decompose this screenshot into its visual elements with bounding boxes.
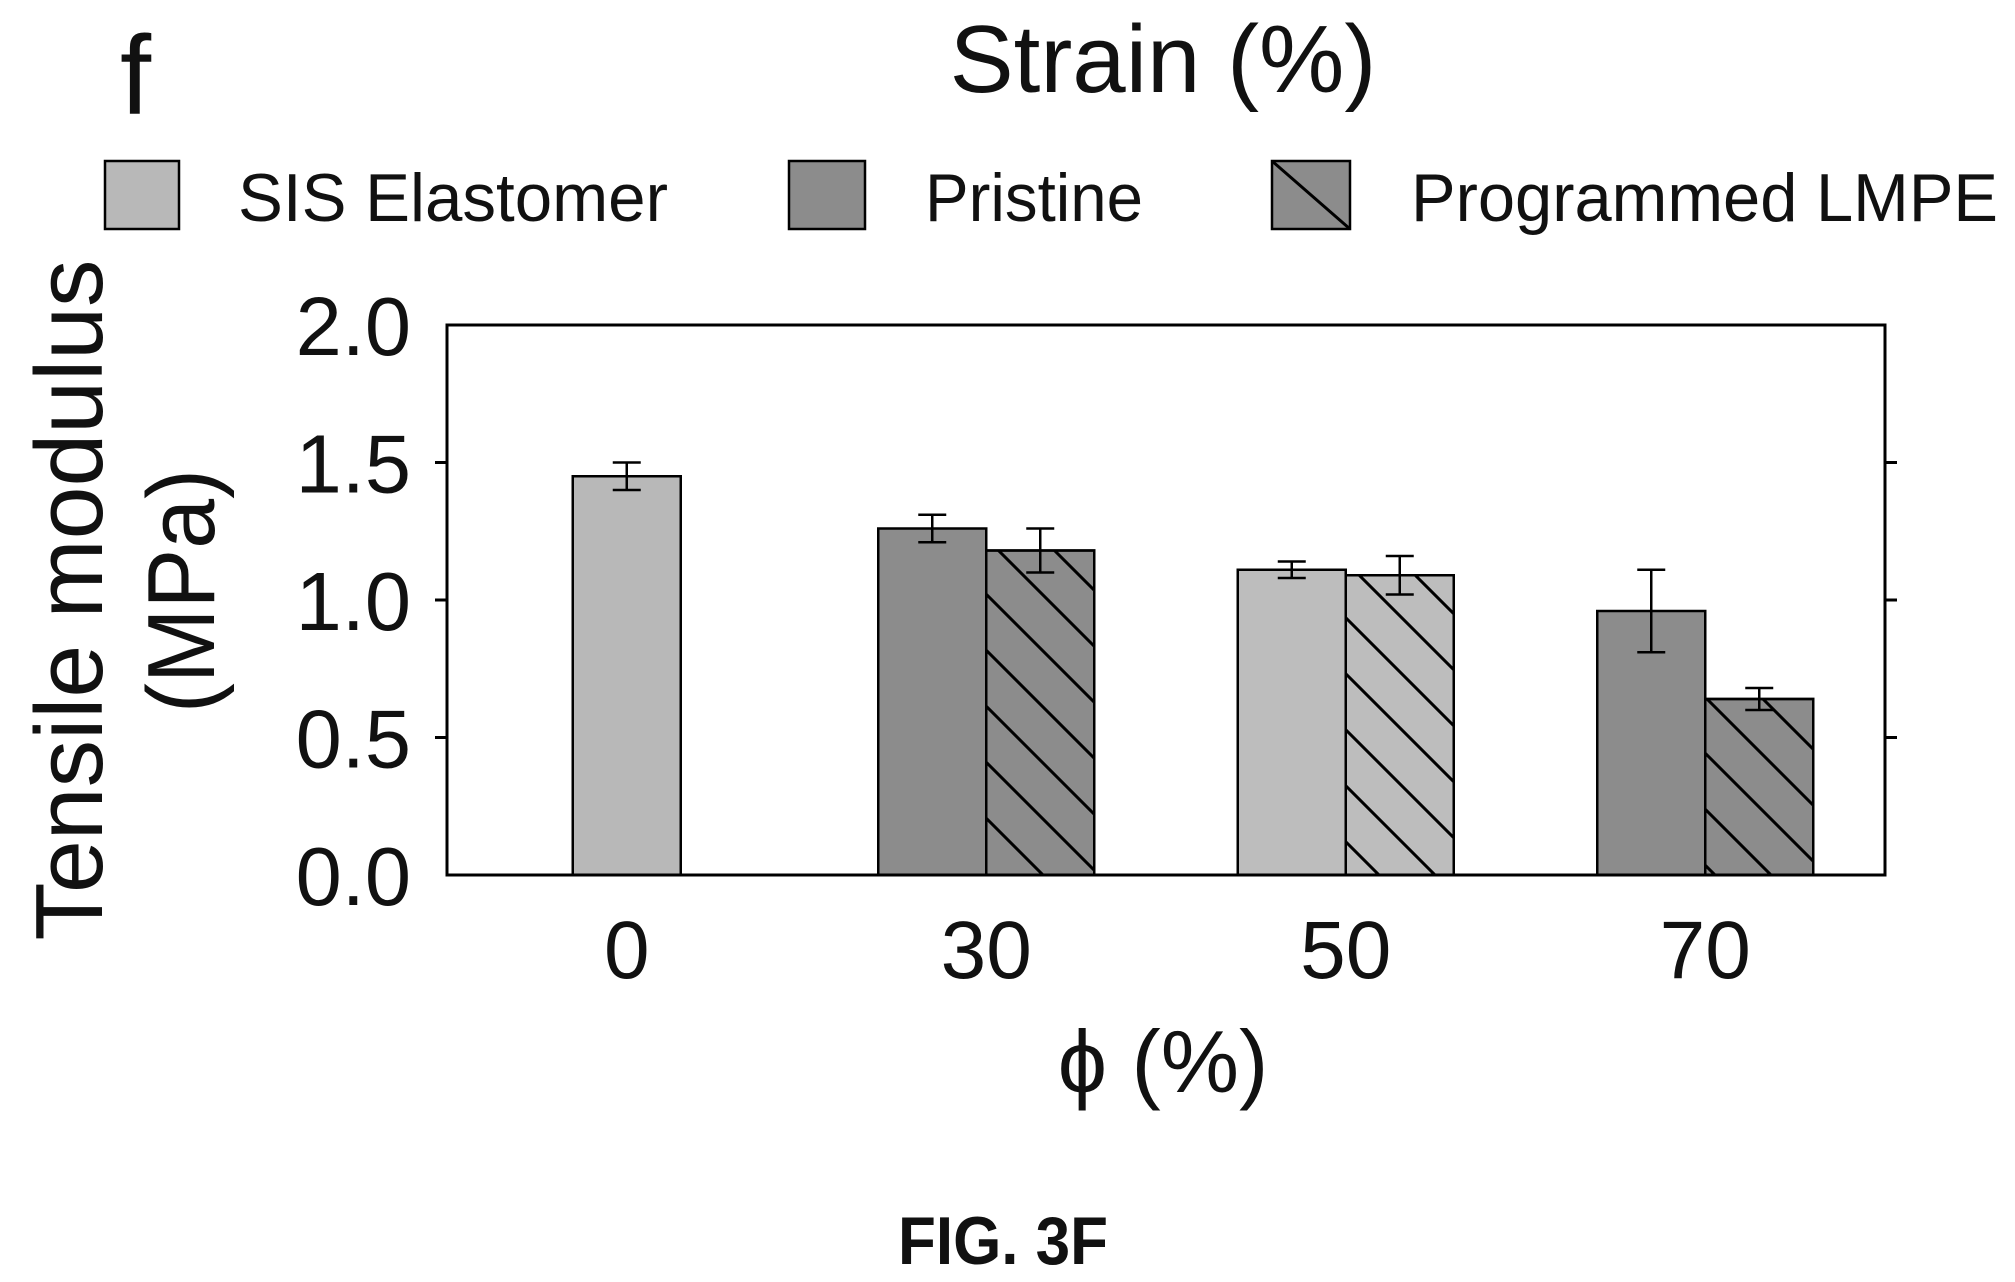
error-bar-pristine-70	[1637, 568, 1666, 654]
bar-programmed-lmpe-50-hatch	[1344, 574, 1455, 877]
error-bar-programmed-lmpe-30	[1026, 527, 1055, 574]
error-bar-programmed-lmpe-50	[1385, 554, 1414, 596]
x-axis-ticks: 0 30 50 70	[604, 905, 1751, 996]
panel-label: f	[120, 13, 152, 138]
error-bar-programmed-lmpe-70	[1745, 686, 1774, 712]
legend-hatch-line	[1271, 159, 1351, 231]
legend-label-programmed-lmpe: Programmed LMPE	[1411, 160, 1998, 236]
bar-programmed-lmpe-70-hatch	[1704, 697, 1815, 877]
x-tick-label-30: 30	[941, 905, 1032, 996]
x-tick-label-50: 50	[1300, 905, 1391, 996]
y-tick-label-2-0: 2.0	[296, 280, 411, 373]
legend-swatch-pristine	[787, 159, 867, 231]
chart-title: Strain (%)	[950, 6, 1377, 113]
legend-label-sis-elastomer: SIS Elastomer	[238, 160, 668, 236]
y-tick-label-1-5: 1.5	[296, 418, 411, 511]
y-tick-label-1-0: 1.0	[296, 555, 411, 648]
legend-swatch-sis-elastomer	[103, 159, 181, 231]
bar-pristine-50	[1236, 568, 1347, 877]
legend-label-pristine: Pristine	[925, 160, 1143, 236]
y-tick-label-0-0: 0.0	[296, 830, 411, 923]
legend-item-pristine: Pristine	[787, 159, 1143, 236]
y-axis-ticks: 0.0 0.5 1.0 1.5 2.0	[296, 280, 1897, 923]
x-axis-label: ϕ (%)	[1058, 1012, 1269, 1111]
error-bar-sis-elastomer-0	[612, 461, 641, 492]
figure-caption: FIG. 3F	[898, 1203, 1108, 1279]
bars	[571, 475, 1815, 877]
bar-sis-elastomer-0	[571, 475, 682, 877]
error-bar-pristine-50	[1277, 560, 1306, 580]
y-axis-unit: (MPa)	[128, 469, 235, 713]
y-tick-label-0-5: 0.5	[296, 693, 411, 786]
bar-pristine-30	[877, 527, 988, 877]
y-axis-label: Tensile modulus	[16, 260, 123, 941]
error-bar-pristine-30	[918, 513, 947, 544]
legend: SIS Elastomer Pristine Programmed LMPE	[103, 159, 1998, 236]
bar-programmed-lmpe-30-hatch	[985, 549, 1096, 877]
error-bars	[612, 461, 1774, 712]
legend-item-programmed-lmpe: Programmed LMPE	[1270, 159, 1998, 236]
x-tick-label-70: 70	[1660, 905, 1751, 996]
x-tick-label-0: 0	[604, 905, 650, 996]
legend-item-sis-elastomer: SIS Elastomer	[103, 159, 668, 236]
